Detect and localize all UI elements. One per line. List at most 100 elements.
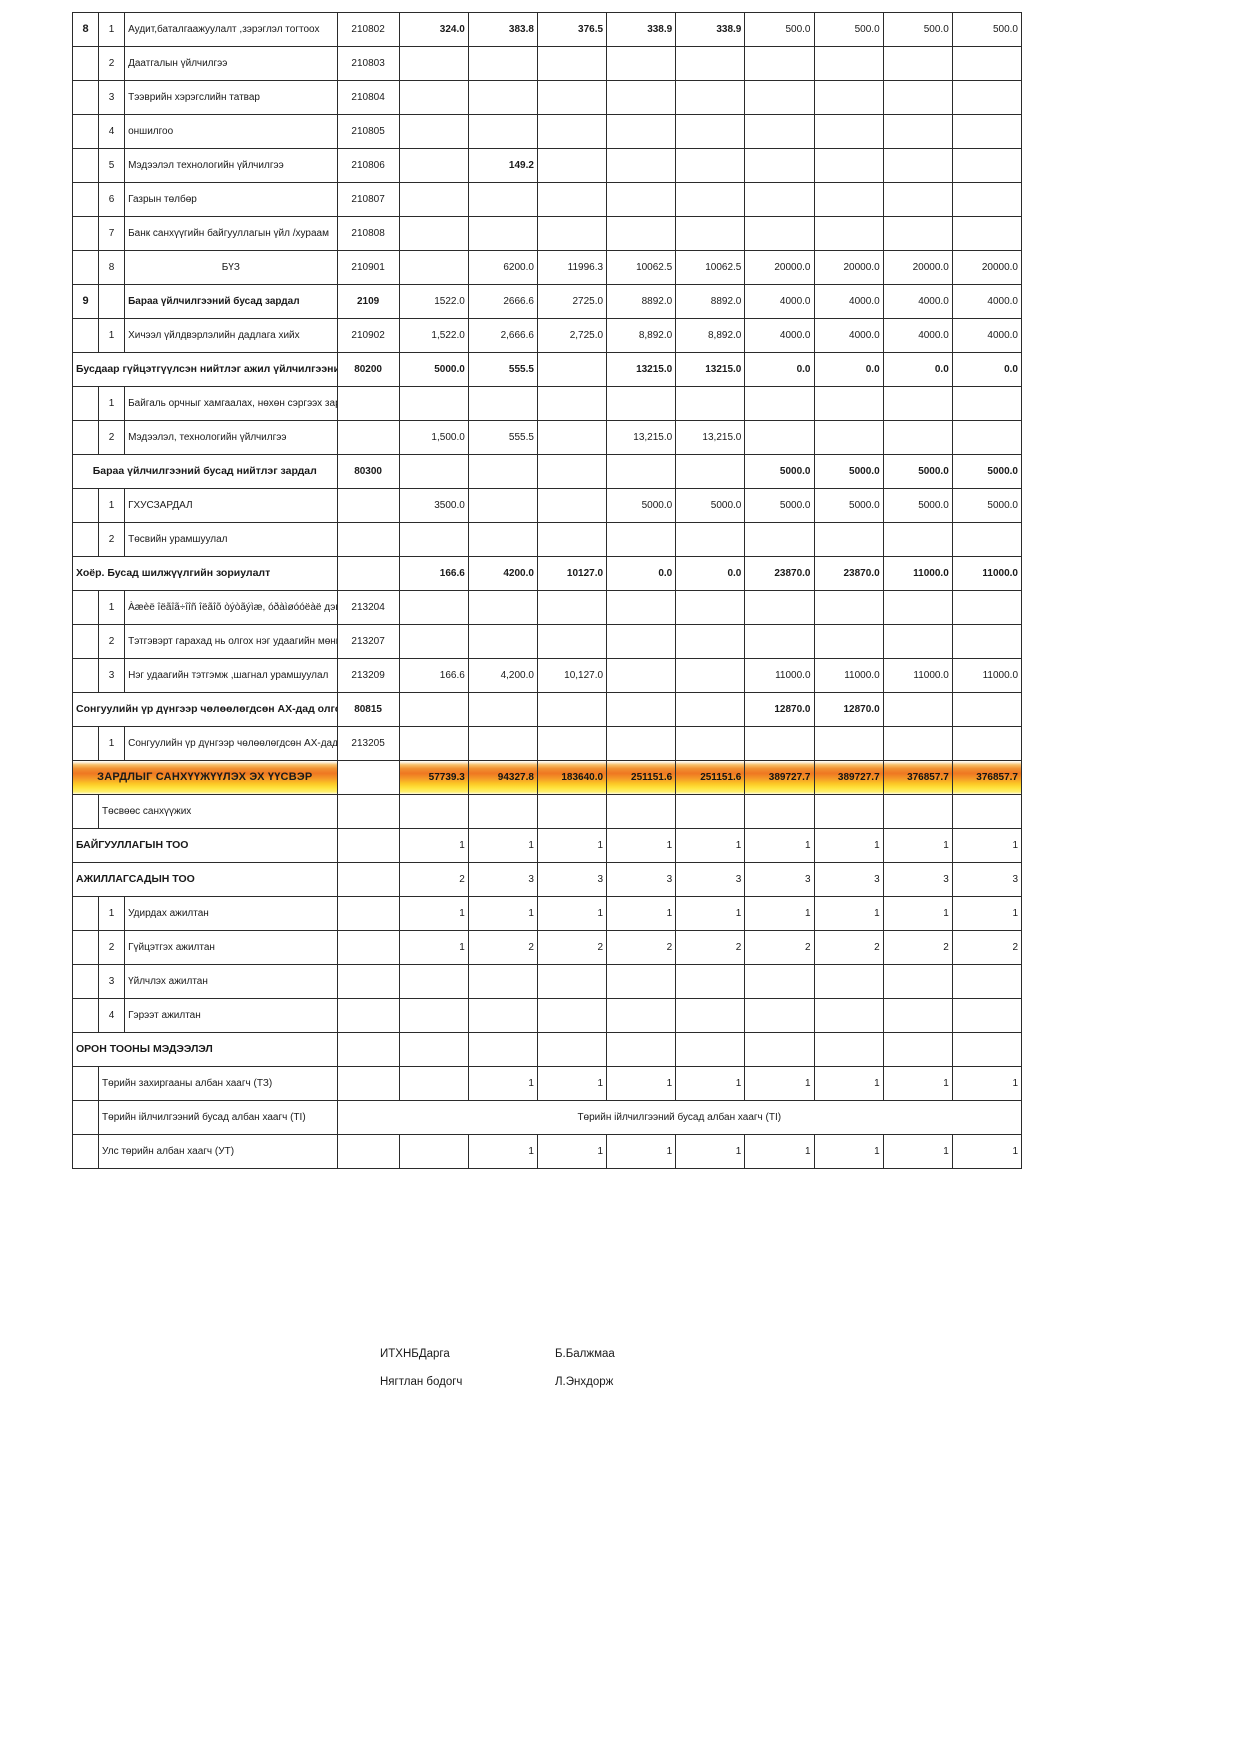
table-cell-value: 20000.0 [951, 250, 1023, 285]
table-row: 6 Газрын төлбөр 210807 [71, 182, 1023, 217]
row-group [71, 148, 100, 183]
table-cell-value [536, 148, 608, 183]
table-cell-value [467, 590, 538, 625]
section-code: 80200 [336, 352, 400, 387]
table-cell-value: 2666.6 [467, 284, 538, 319]
table-cell-value: 1 [398, 828, 469, 863]
table-cell-value: 2,725.0 [536, 318, 608, 353]
signature-name: Л.Энхдорж [555, 1376, 614, 1388]
table-cell-value [467, 692, 538, 727]
table-cell-value [813, 114, 884, 149]
table-row: 2 Төсвийн урамшуулал [71, 522, 1023, 557]
table-cell-value: 4000.0 [882, 284, 953, 319]
table-cell-value [675, 386, 746, 421]
staff-group [71, 964, 100, 999]
table-cell-value [813, 46, 884, 81]
row-group [71, 318, 100, 353]
positions-label: Төрийн iйлчилгээний бусад албан хаагч (Т… [98, 1100, 338, 1135]
table-cell-value: 2 [951, 930, 1023, 965]
row-label: ГХУСЗАРДАЛ [124, 488, 338, 523]
row-index: 2 [98, 522, 126, 557]
table-cell-value: 13215.0 [606, 352, 677, 387]
summary-label: ЗАРДЛЫГ САНХҮҮЖҮҮЛЭХ ЭХ ҮҮСВЭР [72, 760, 338, 795]
table-cell-value [536, 726, 608, 761]
table-cell-value [398, 182, 469, 217]
row-code: 210803 [336, 46, 400, 81]
row-label: Нэг удаагийн тэтгэмж ,шагнал урамшуулал [124, 658, 338, 693]
table-cell-value: 0.0 [813, 352, 884, 387]
table-cell-value [882, 522, 953, 557]
table-row: 2 Мэдээлэл, технологийн үйлчилгээ 1,500.0 5… [71, 420, 1023, 455]
table-cell-value [675, 522, 746, 557]
table-cell-value [675, 624, 746, 659]
table-cell-value [882, 148, 953, 183]
table-row: Төсвөөс санхүүжих [71, 794, 1023, 829]
table-cell-value: 0.0 [675, 556, 746, 591]
table-cell-value: 1 [744, 1066, 815, 1101]
summary-value: 376857.7 [951, 760, 1023, 795]
table-cell-value: 20000.0 [744, 250, 815, 285]
row-group [71, 624, 100, 659]
row-code: 210804 [336, 80, 400, 115]
row-index: 1 [98, 488, 126, 523]
table-cell-value [882, 182, 953, 217]
table-cell-value: 5000.0 [398, 352, 469, 387]
row-code [336, 488, 400, 523]
table-cell-value: 3 [744, 862, 815, 897]
table-cell-value [882, 386, 953, 421]
table-cell-value [813, 1032, 884, 1067]
table-cell-value [813, 80, 884, 115]
row-code: 210902 [336, 318, 400, 353]
table-cell-value: 1 [536, 896, 608, 931]
table-cell-value [536, 692, 608, 727]
table-cell-value: 10127.0 [536, 556, 608, 591]
summary-value: 251151.6 [675, 760, 746, 795]
table-cell-value [398, 216, 469, 251]
table-cell-value [398, 522, 469, 557]
table-cell-value: 1 [675, 1066, 746, 1101]
table-cell-value [467, 454, 538, 489]
row-index: 1 [98, 12, 126, 47]
row-index [98, 284, 126, 319]
table-cell-value [882, 590, 953, 625]
table-cell-value: 11000.0 [951, 556, 1023, 591]
row-index: 2 [98, 420, 126, 455]
table-cell-value: 3 [882, 862, 953, 897]
table-cell-value: 8,892.0 [606, 318, 677, 353]
table-row: 3 Нэг удаагийн тэтгэмж ,шагнал урамшуулал… [71, 658, 1023, 693]
table-cell-value [882, 420, 953, 455]
table-cell-value [675, 794, 746, 829]
table-cell-value: 3 [813, 862, 884, 897]
row-label: Газрын төлбөр [124, 182, 338, 217]
positions-label: Төрийн захиргааны албан хаагч (ТЗ) [98, 1066, 338, 1101]
table-cell-value [675, 182, 746, 217]
table-cell-value [467, 80, 538, 115]
table-cell-value: 383.8 [467, 12, 538, 47]
row-label: Байгаль орчныг хамгаалах, нөхөн сэргээх … [124, 386, 338, 421]
table-cell-value: 4000.0 [813, 284, 884, 319]
row-label: Төсвийн урамшуулал [124, 522, 338, 557]
table-cell-value: 5000.0 [813, 488, 884, 523]
table-cell-value: 20000.0 [882, 250, 953, 285]
table-cell-value [675, 216, 746, 251]
table-cell-value: 4,200.0 [467, 658, 538, 693]
table-cell-value: 3 [675, 862, 746, 897]
row-code: 213204 [336, 590, 400, 625]
row-code: 210806 [336, 148, 400, 183]
table-section-row: Хоёр. Бусад шилжүүлгийн зориулалт 166.6 42… [72, 556, 1023, 591]
row-group [71, 80, 100, 115]
table-cell-value [398, 80, 469, 115]
table-cell-value: 5000.0 [882, 454, 953, 489]
row-group [71, 216, 100, 251]
table-cell-value [398, 46, 469, 81]
row-index: 7 [98, 216, 126, 251]
row-index: 1 [98, 590, 126, 625]
table-cell-value [882, 998, 953, 1033]
table-cell-value: 11000.0 [882, 658, 953, 693]
table-cell-value [951, 420, 1023, 455]
table-cell-value: 166.6 [398, 658, 469, 693]
table-cell-value: 1 [744, 896, 815, 931]
table-cell-value [606, 386, 677, 421]
staff-section-code [336, 828, 400, 863]
